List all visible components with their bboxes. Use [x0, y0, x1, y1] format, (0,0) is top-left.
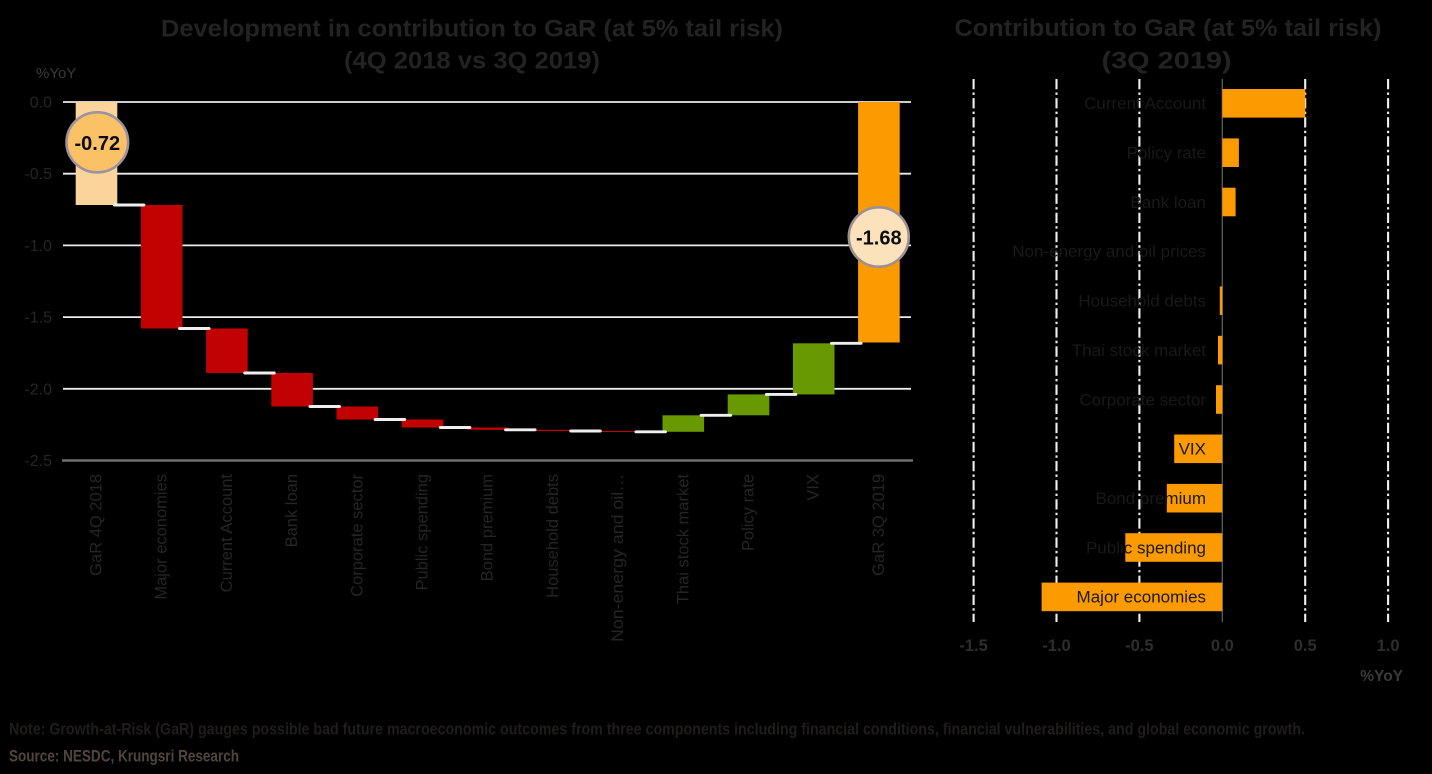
svg-text:Note: Growth-at-Risk (GaR) gau: Note: Growth-at-Risk (GaR) gauges possib…	[9, 720, 1305, 739]
svg-text:-1.0: -1.0	[24, 238, 52, 255]
svg-text:-2.0: -2.0	[24, 381, 52, 398]
svg-text:-2.5: -2.5	[24, 453, 52, 470]
svg-text:-1.5: -1.5	[959, 637, 987, 655]
svg-text:Bond premium: Bond premium	[479, 474, 497, 581]
svg-text:Public spending: Public spending	[1086, 538, 1206, 557]
svg-text:%YoY: %YoY	[36, 65, 76, 82]
svg-text:0.5: 0.5	[1294, 637, 1317, 655]
svg-text:Thai stock market: Thai stock market	[674, 474, 692, 605]
svg-text:Non-energy and oil prices: Non-energy and oil prices	[1012, 242, 1206, 261]
svg-text:Major economies: Major economies	[1077, 588, 1206, 607]
svg-text:-1.68: -1.68	[856, 228, 902, 250]
svg-text:Policy rate: Policy rate	[1127, 144, 1206, 163]
svg-text:VIX: VIX	[1179, 440, 1206, 459]
svg-text:-1.5: -1.5	[24, 310, 52, 327]
svg-text:Major economies: Major economies	[153, 474, 171, 600]
svg-text:Bank loan: Bank loan	[283, 474, 301, 547]
svg-text:-0.72: -0.72	[75, 133, 121, 155]
svg-text:Corporate sector: Corporate sector	[348, 473, 366, 596]
svg-text:Bank loan: Bank loan	[1130, 193, 1206, 212]
svg-text:-0.5: -0.5	[24, 166, 52, 183]
svg-text:Development in contribution to: Development in contribution to GaR (at 5…	[161, 16, 783, 43]
svg-text:Thai stock market: Thai stock market	[1072, 341, 1206, 360]
svg-text:Policy rate: Policy rate	[740, 474, 758, 551]
svg-text:-0.5: -0.5	[1125, 637, 1153, 655]
svg-text:Current Account: Current Account	[1084, 94, 1206, 113]
svg-text:Non-energy and oil…: Non-energy and oil…	[609, 474, 627, 642]
svg-text:(3Q 2019): (3Q 2019)	[1102, 48, 1232, 75]
svg-text:0.0: 0.0	[1211, 637, 1234, 655]
svg-text:VIX: VIX	[805, 474, 823, 501]
svg-text:Household debts: Household debts	[1078, 292, 1206, 311]
svg-text:(4Q 2018 vs 3Q 2019): (4Q 2018 vs 3Q 2019)	[344, 48, 600, 75]
svg-text:0.0: 0.0	[30, 95, 52, 112]
svg-text:GaR 3Q 2019: GaR 3Q 2019	[870, 474, 888, 576]
svg-text:Household debts: Household debts	[544, 474, 562, 598]
svg-text:GaR 4Q 2018: GaR 4Q 2018	[88, 474, 106, 576]
svg-text:Public spending: Public spending	[414, 474, 432, 591]
svg-text:Current Account: Current Account	[218, 474, 236, 593]
svg-text:Source: NESDC, Krungsri Resear: Source: NESDC, Krungsri Research	[9, 747, 239, 766]
svg-text:Corporate sector: Corporate sector	[1079, 390, 1206, 409]
svg-text:1.0: 1.0	[1377, 637, 1400, 655]
svg-text:-1.0: -1.0	[1042, 637, 1070, 655]
svg-text:%YoY: %YoY	[1360, 668, 1403, 685]
svg-text:Contribution to GaR (at 5% tai: Contribution to GaR (at 5% tail risk)	[955, 15, 1382, 42]
svg-text:Bond premium: Bond premium	[1095, 489, 1206, 508]
